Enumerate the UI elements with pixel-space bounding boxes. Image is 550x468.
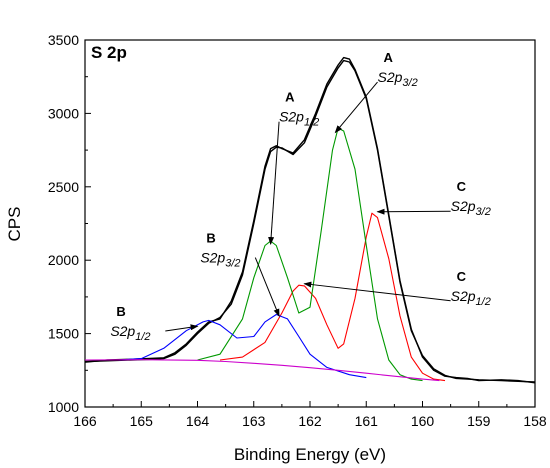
annotation-3: B S2p1/2 [110,304,199,343]
x-tick-label-2: 164 [186,413,210,429]
annotation-0: A S2p1/2 [268,90,319,246]
annotation-arrow [334,81,378,134]
y-tick-label-3: 2500 [48,179,79,195]
annotation-letter: A [384,50,394,65]
annotation-orbital: S2p3/2 [378,69,418,89]
x-tick-label-3: 163 [242,413,266,429]
annotation-letter: C [457,269,467,284]
annotation-orbital: S2p1/2 [451,288,491,308]
x-axis-label: Binding Energy (eV) [234,445,386,464]
annotation-letter: C [457,179,467,194]
annotation-orbital: S2p3/2 [200,250,240,270]
annotation-orbital: S2p1/2 [279,109,319,129]
y-tick-label-0: 1000 [48,399,79,415]
annotation-1: A S2p3/2 [334,50,418,134]
x-tick-label-5: 161 [355,413,379,429]
y-axis-label: CPS [5,207,24,242]
annotation-letter: B [206,231,215,246]
x-tick-label-1: 165 [130,413,154,429]
annotation-orbital: S2p1/2 [110,323,150,343]
x-tick-label-8: 158 [523,413,547,429]
axis-ticks: 166 165 164 163 162 161 160 159 158 1000 1500 2000 2… [48,32,547,429]
y-tick-label-1: 1500 [48,326,79,342]
annotation-layer: A S2p1/2 A S2p3/2 B S2p3/2 B S2p1/2 C S2p3/2 C S2p1… [110,50,491,343]
annotation-arrow [254,257,280,317]
annotation-5: C S2p1/2 [303,269,491,308]
series-line-1 [84,56,536,384]
x-tick-label-4: 162 [298,413,322,429]
x-tick-label-6: 160 [411,413,435,429]
series-line-0 [84,59,536,383]
series-line-2 [219,212,446,382]
y-tick-label-4: 3000 [48,105,79,121]
annotation-4: C S2p3/2 [376,179,491,218]
series-layer [84,56,536,384]
y-tick-label-2: 2000 [48,252,79,268]
x-tick-label-0: 166 [73,413,97,429]
y-tick-label-5: 3500 [48,32,79,48]
annotation-letter: A [285,90,295,105]
series-line-5 [84,359,440,382]
chart-title: S 2p [91,43,127,62]
annotation-arrow [165,324,199,332]
series-line-4 [118,313,367,379]
x-tick-label-7: 159 [467,413,491,429]
annotation-arrow [268,121,280,246]
annotation-orbital: S2p3/2 [451,198,491,218]
plot-frame [84,39,536,408]
series-line-3 [197,127,423,382]
annotation-2: B S2p3/2 [200,231,280,317]
annotation-letter: B [116,304,125,319]
annotation-arrow [376,208,451,215]
annotation-arrow [303,281,451,302]
